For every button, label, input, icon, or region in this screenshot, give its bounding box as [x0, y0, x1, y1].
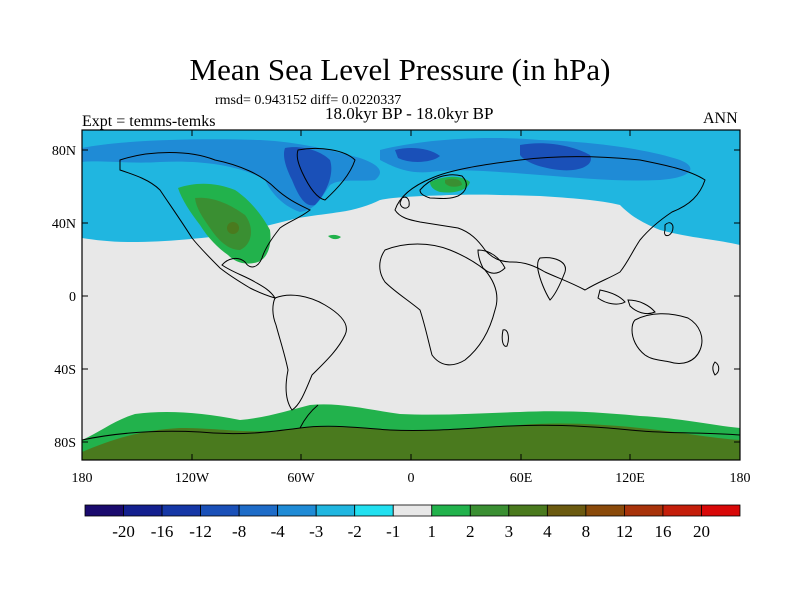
colorbar-label: 4	[543, 522, 552, 541]
colorbar-swatch	[469, 504, 510, 517]
colorbar-swatch	[624, 504, 664, 517]
lat-label-80n: 80N	[52, 144, 76, 159]
colorbar-label: -16	[151, 522, 174, 541]
colorbar-label: -2	[348, 522, 362, 541]
lon-label-120w: 120W	[175, 471, 210, 486]
season-label: ANN	[703, 110, 738, 127]
frame-ticks	[82, 130, 740, 460]
lon-label-180w: 180	[72, 471, 93, 486]
colorbar-label: -3	[309, 522, 323, 541]
colorbar-swatch	[238, 504, 279, 517]
colorbar-label: 1	[428, 522, 437, 541]
colorbar-label: -20	[112, 522, 135, 541]
colorbar-label: -12	[189, 522, 212, 541]
antarctic-positive-core	[82, 423, 740, 460]
lat-label-eq: 0	[69, 290, 76, 305]
colorbar-swatch	[277, 504, 317, 517]
colorbar-swatch	[354, 504, 394, 517]
lat-label-80s: 80S	[54, 436, 76, 451]
colorbar: -20 -16 -12 -8 -4 -3 -2 -1 1 2 3 4 8 12 16 20	[84, 504, 741, 541]
colorbar-swatch	[701, 504, 741, 517]
colorbar-swatch	[315, 504, 356, 517]
colorbar-swatch	[84, 504, 124, 517]
colorbar-label: 3	[505, 522, 514, 541]
colorbar-label: -8	[232, 522, 246, 541]
map-title: Mean Sea Level Pressure (in hPa)	[189, 52, 611, 87]
colorbar-label: 16	[654, 522, 671, 541]
period-label: 18.0kyr BP - 18.0kyr BP	[325, 104, 494, 123]
lon-label-120e: 120E	[615, 471, 645, 486]
colorbar-swatch	[662, 504, 702, 517]
north-core-dark	[283, 143, 591, 206]
colorbar-label: 8	[582, 522, 591, 541]
north-america-positive-peak	[227, 222, 239, 234]
colorbar-swatch	[200, 504, 240, 517]
lon-label-180e: 180	[730, 471, 751, 486]
colorbar-swatch	[392, 504, 433, 517]
lat-label-40n: 40N	[52, 217, 76, 232]
colorbar-label: 12	[616, 522, 633, 541]
colorbar-swatch	[161, 504, 201, 517]
colorbar-swatch	[123, 504, 163, 517]
colorbar-label: 20	[693, 522, 710, 541]
colorbar-label: -4	[271, 522, 286, 541]
map-frame	[81, 129, 741, 461]
lon-label-60w: 60W	[287, 471, 315, 486]
colorbar-label: 2	[466, 522, 475, 541]
north-america-positive	[178, 176, 470, 264]
colorbar-swatch	[585, 504, 625, 517]
colorbar-swatch	[546, 504, 587, 517]
lat-label-40s: 40S	[54, 363, 76, 378]
colorbar-label: -1	[386, 522, 400, 541]
experiment-label: Expt = temms-temks	[82, 113, 216, 130]
lon-label-60e: 60E	[510, 471, 533, 486]
colorbar-swatch	[431, 504, 471, 517]
coastlines	[82, 147, 740, 441]
stats-line: rmsd= 0.943152 diff= 0.0220337	[215, 93, 402, 108]
map-area	[82, 130, 740, 460]
lon-label-0: 0	[408, 471, 415, 486]
colorbar-swatch	[508, 504, 548, 517]
